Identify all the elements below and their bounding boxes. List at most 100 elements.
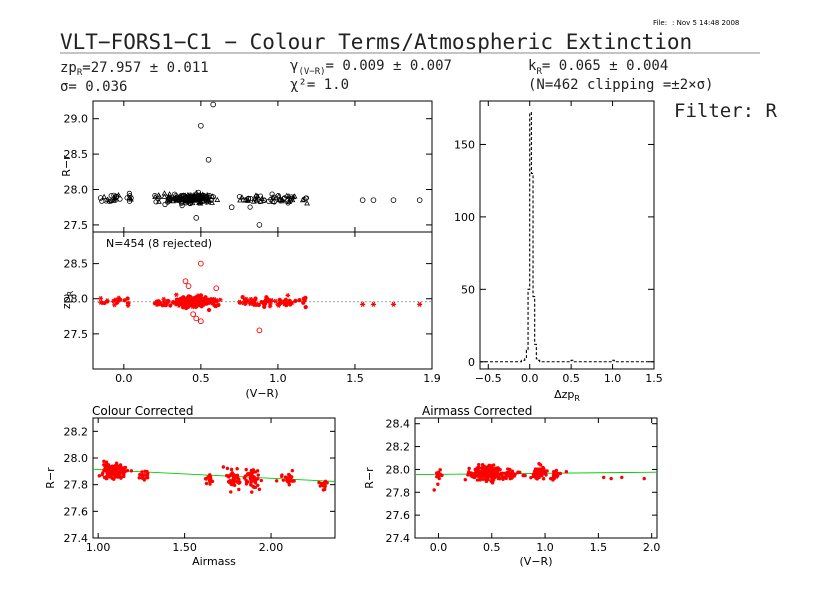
raw-point [179,196,185,203]
colour-ytick-label: 27.4 [386,532,411,545]
colour-point [485,474,490,479]
airmass-point [203,476,208,481]
zp-ytick-label: 28.5 [64,258,89,271]
raw-outlier [193,215,200,221]
colour-point [471,475,475,479]
airmass-point [231,481,236,486]
colour-point-extra [642,476,646,481]
airmass-point [112,472,117,476]
airmass-ytick-label: 27.4 [64,532,89,545]
airmass-point [210,479,215,484]
zp-point [115,298,121,303]
colour-point [463,478,468,482]
zp-point [211,296,217,302]
colour-point [516,470,520,475]
colour-point [523,473,527,478]
colour-point [541,465,545,470]
airmass-point [225,466,230,471]
colour-xtick-label: 0.0 [430,541,448,554]
hist-frame [479,100,655,370]
raw-point [239,194,245,200]
airmass-point [137,476,141,480]
page-title: VLT−FORS1−C1 − Colour Terms/Atmospheric … [60,30,692,54]
airmass-ytick-label: 28.2 [64,425,89,438]
colour-point [440,473,444,478]
airmass-point [104,463,109,468]
zp-point [126,301,131,306]
colour-frame [414,417,658,539]
raw-point [253,197,260,203]
colour-point [510,472,514,476]
colour-xtick-label: 2.0 [643,541,661,554]
airmass-point [253,485,258,490]
colour-point [477,471,481,476]
airmass-point [129,469,134,473]
airmass-point [97,474,102,478]
zp-point [237,299,242,305]
raw-point [214,196,221,202]
raw-point [270,198,277,204]
airmass-xtick-label: 2.00 [259,541,284,554]
airmass-point [227,475,231,479]
raw-point [257,198,264,204]
file-info: : Nov 5 14:48 2008 [672,19,739,27]
raw-ytick-label: 28.0 [64,184,89,197]
raw-ytick-label: 29.0 [64,113,89,126]
colour-point [505,473,510,477]
colour-point-extra [564,470,569,474]
airmass-point [251,478,255,483]
raw-point [236,194,243,200]
gamma-stat: γ(V−R)= 0.009 ± 0.007 [290,58,452,77]
filter-label: Filter: R [674,100,778,122]
airmass-point [229,467,234,472]
zp-ytick-label: 28.0 [64,293,89,306]
raw-point [285,193,292,199]
colour-point [496,466,500,471]
raw-point [174,194,180,200]
raw-point [281,196,287,202]
airmass-point [321,481,326,486]
raw-outlier [370,197,377,203]
airmass-point [249,482,253,486]
zp-point [152,301,157,306]
airmass-point [256,483,260,488]
airmass-point [244,467,248,472]
zp-point [203,295,208,300]
colour-point [475,478,480,482]
hist-xtick-label: 0.5 [562,372,580,385]
colour-point [502,475,507,479]
airmass-point [237,481,241,485]
colour-ytick-label: 28.0 [386,463,411,476]
zp-point [112,302,117,308]
colour-xtick-label: 1.5 [590,541,608,554]
raw-point [127,193,133,199]
airmass-point [318,484,322,488]
airmass-point [259,478,263,483]
colour-point [554,468,559,473]
raw-point [209,199,215,205]
colour-point [467,466,471,471]
zp-point [243,301,248,306]
header: File: : Nov 5 14:48 2008 VLT−FORS1−C1 − … [60,19,778,122]
airmass-point [279,474,284,479]
zp-point [297,298,302,303]
airmass-frame [92,417,336,539]
airmass-point [256,473,260,477]
airmass-point [145,475,150,480]
raw-point [162,201,168,208]
raw-point [156,198,162,204]
zp-xtick-label: 1.5 [346,372,364,385]
zp-point [240,295,245,300]
raw-point [152,192,158,199]
zp-point [248,296,254,302]
zp-stat: zpR=27.957 ± 0.011 [60,60,209,78]
colour-point [489,464,493,468]
colour-ytick-label: 27.6 [386,509,411,522]
airmass-point [290,468,295,473]
hist-xtick-label: 0.0 [521,372,539,385]
airmass-point [287,472,291,477]
airmass-point [247,472,251,476]
raw-outlier [390,197,397,203]
colour-panel: Airmass Corrected R−r (V−R) 27.4 27.6 27.8… [363,404,660,568]
